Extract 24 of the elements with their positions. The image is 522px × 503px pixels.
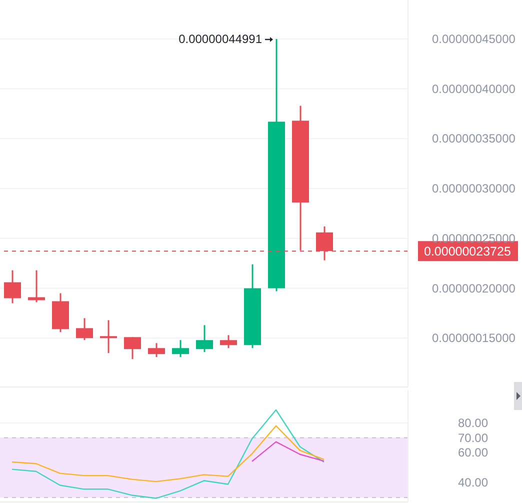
candlestick (172, 339, 189, 358)
candlestick (196, 324, 213, 353)
candlestick (100, 319, 117, 354)
line-series (11, 409, 325, 499)
candlestick (124, 336, 141, 360)
y-tick-label: 70.00 (458, 430, 488, 445)
y-tick-label: 40.00 (458, 476, 488, 490)
line-series (11, 425, 325, 482)
y-tick-label: 0.00000015000 (432, 331, 516, 346)
candlestick (148, 342, 165, 358)
y-tick-label: 0.00000020000 (432, 281, 516, 296)
y-tick-label: 80.00 (458, 416, 488, 430)
line-series (251, 441, 325, 462)
candlestick (4, 270, 21, 304)
ref-line-label: 0.00000023725 (424, 244, 511, 259)
y-tick-label: 0.00000030000 (432, 182, 516, 196)
candlestick (28, 270, 45, 303)
candlestick (76, 317, 93, 341)
y-tick-label: 0.00000040000 (432, 82, 516, 96)
candlestick (220, 334, 237, 349)
annotation: 0.00000044991 (178, 32, 262, 46)
y-tick-label: 60.00 (458, 446, 488, 460)
y-tick-label: 0.00000035000 (432, 132, 516, 146)
y-tick-label: 0.00000045000 (432, 32, 516, 46)
